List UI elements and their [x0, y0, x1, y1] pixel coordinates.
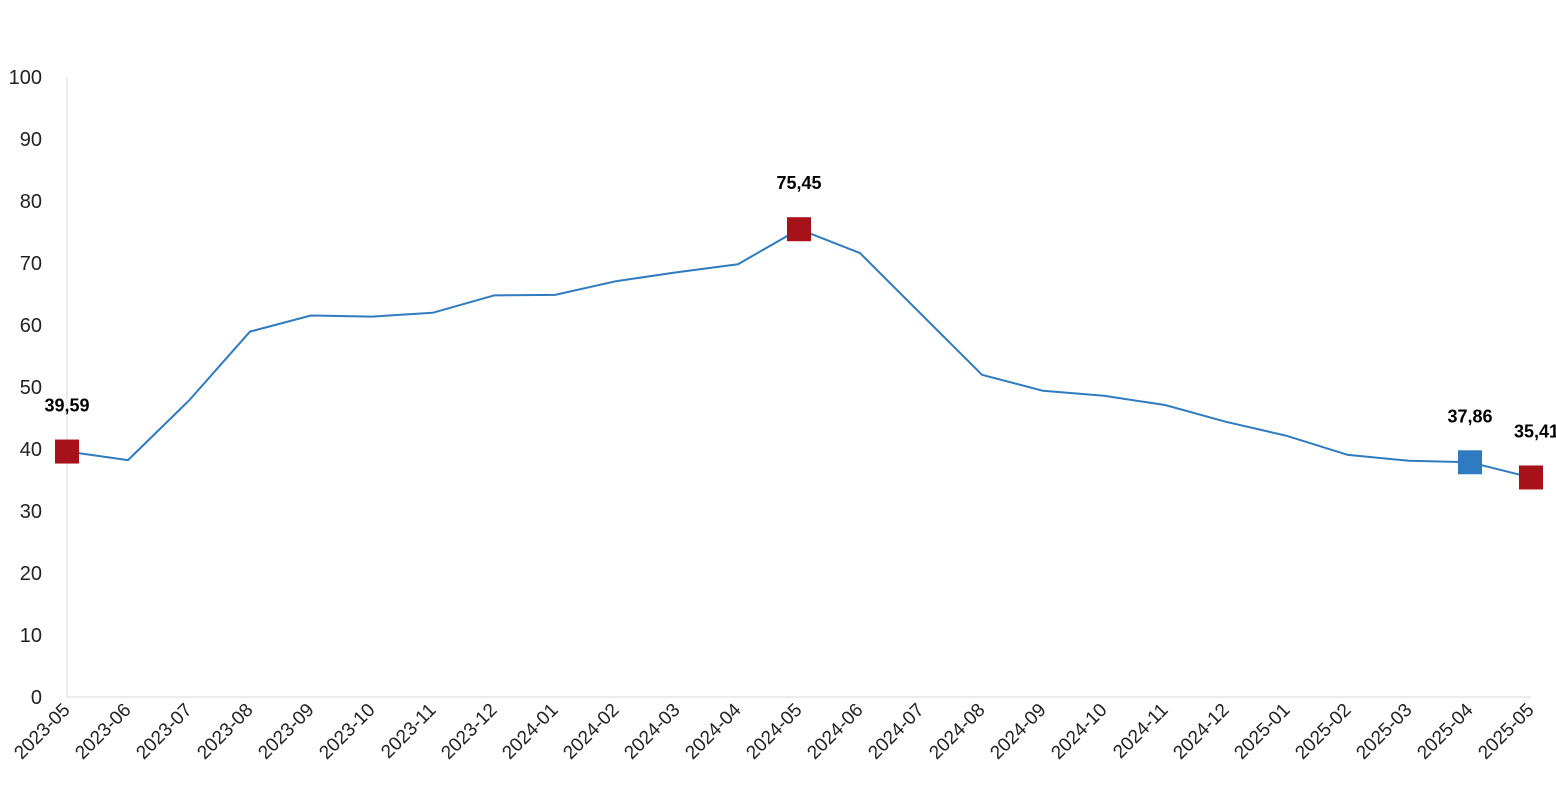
data-label: 39,59 — [44, 396, 89, 416]
x-tick-label: 2025-05 — [1474, 700, 1538, 764]
data-labels: 39,59 75,45 37,86 35,41 — [44, 173, 1556, 441]
highlight-marker — [55, 439, 79, 464]
x-tick-label: 2024-01 — [498, 700, 562, 764]
x-tick-label: 2025-02 — [1291, 700, 1355, 764]
y-tick-label: 90 — [20, 129, 42, 151]
x-tick-label: 2025-03 — [1352, 700, 1416, 764]
x-tick-label: 2023-06 — [71, 700, 135, 764]
x-tick-label: 2024-04 — [681, 699, 745, 763]
x-tick-label: 2024-03 — [620, 700, 684, 764]
x-tick-label: 2023-07 — [132, 700, 196, 764]
x-tick-labels: 2023-052023-062023-072023-082023-092023-… — [10, 699, 1538, 763]
x-tick-label: 2024-09 — [986, 700, 1050, 764]
x-tick-label: 2024-05 — [742, 700, 806, 764]
x-tick-label: 2024-12 — [1169, 700, 1233, 764]
y-tick-label: 80 — [20, 191, 42, 213]
x-tick-label: 2023-09 — [254, 700, 318, 764]
x-tick-label: 2023-10 — [315, 700, 379, 764]
highlight-markers — [55, 217, 1543, 490]
x-tick-label: 2023-05 — [10, 700, 74, 764]
data-label: 37,86 — [1447, 406, 1492, 426]
highlight-marker — [1519, 465, 1543, 490]
x-tick-label: 2025-04 — [1413, 699, 1477, 763]
y-tick-label: 70 — [20, 253, 42, 275]
y-tick-labels: 0 10 20 30 40 50 60 70 80 90 100 — [9, 67, 42, 709]
highlight-marker — [1458, 450, 1482, 475]
y-tick-label: 20 — [20, 563, 42, 585]
x-tick-label: 2024-06 — [803, 700, 867, 764]
x-tick-label: 2024-10 — [1047, 700, 1111, 764]
data-label: 75,45 — [776, 173, 821, 193]
x-tick-label: 2024-08 — [925, 700, 989, 764]
y-tick-label: 100 — [9, 67, 42, 89]
series-line-layer — [66, 228, 1532, 479]
series-line — [66, 228, 1532, 479]
y-tick-label: 0 — [31, 687, 42, 709]
y-tick-label: 30 — [20, 501, 42, 523]
x-tick-label: 2024-07 — [864, 700, 928, 764]
y-tick-label: 10 — [20, 625, 42, 647]
x-tick-label: 2024-02 — [559, 700, 623, 764]
x-tick-label: 2023-11 — [377, 700, 440, 763]
x-tick-label: 2024-11 — [1109, 700, 1172, 763]
y-tick-label: 40 — [20, 439, 42, 461]
y-tick-label: 60 — [20, 315, 42, 337]
x-tick-label: 2025-01 — [1230, 700, 1294, 764]
data-label: 35,41 — [1514, 421, 1556, 441]
highlight-marker — [787, 217, 811, 242]
x-tick-label: 2023-08 — [193, 700, 257, 764]
y-tick-label: 50 — [20, 377, 42, 399]
axes — [66, 77, 1531, 698]
x-tick-label: 2023-12 — [437, 700, 501, 764]
